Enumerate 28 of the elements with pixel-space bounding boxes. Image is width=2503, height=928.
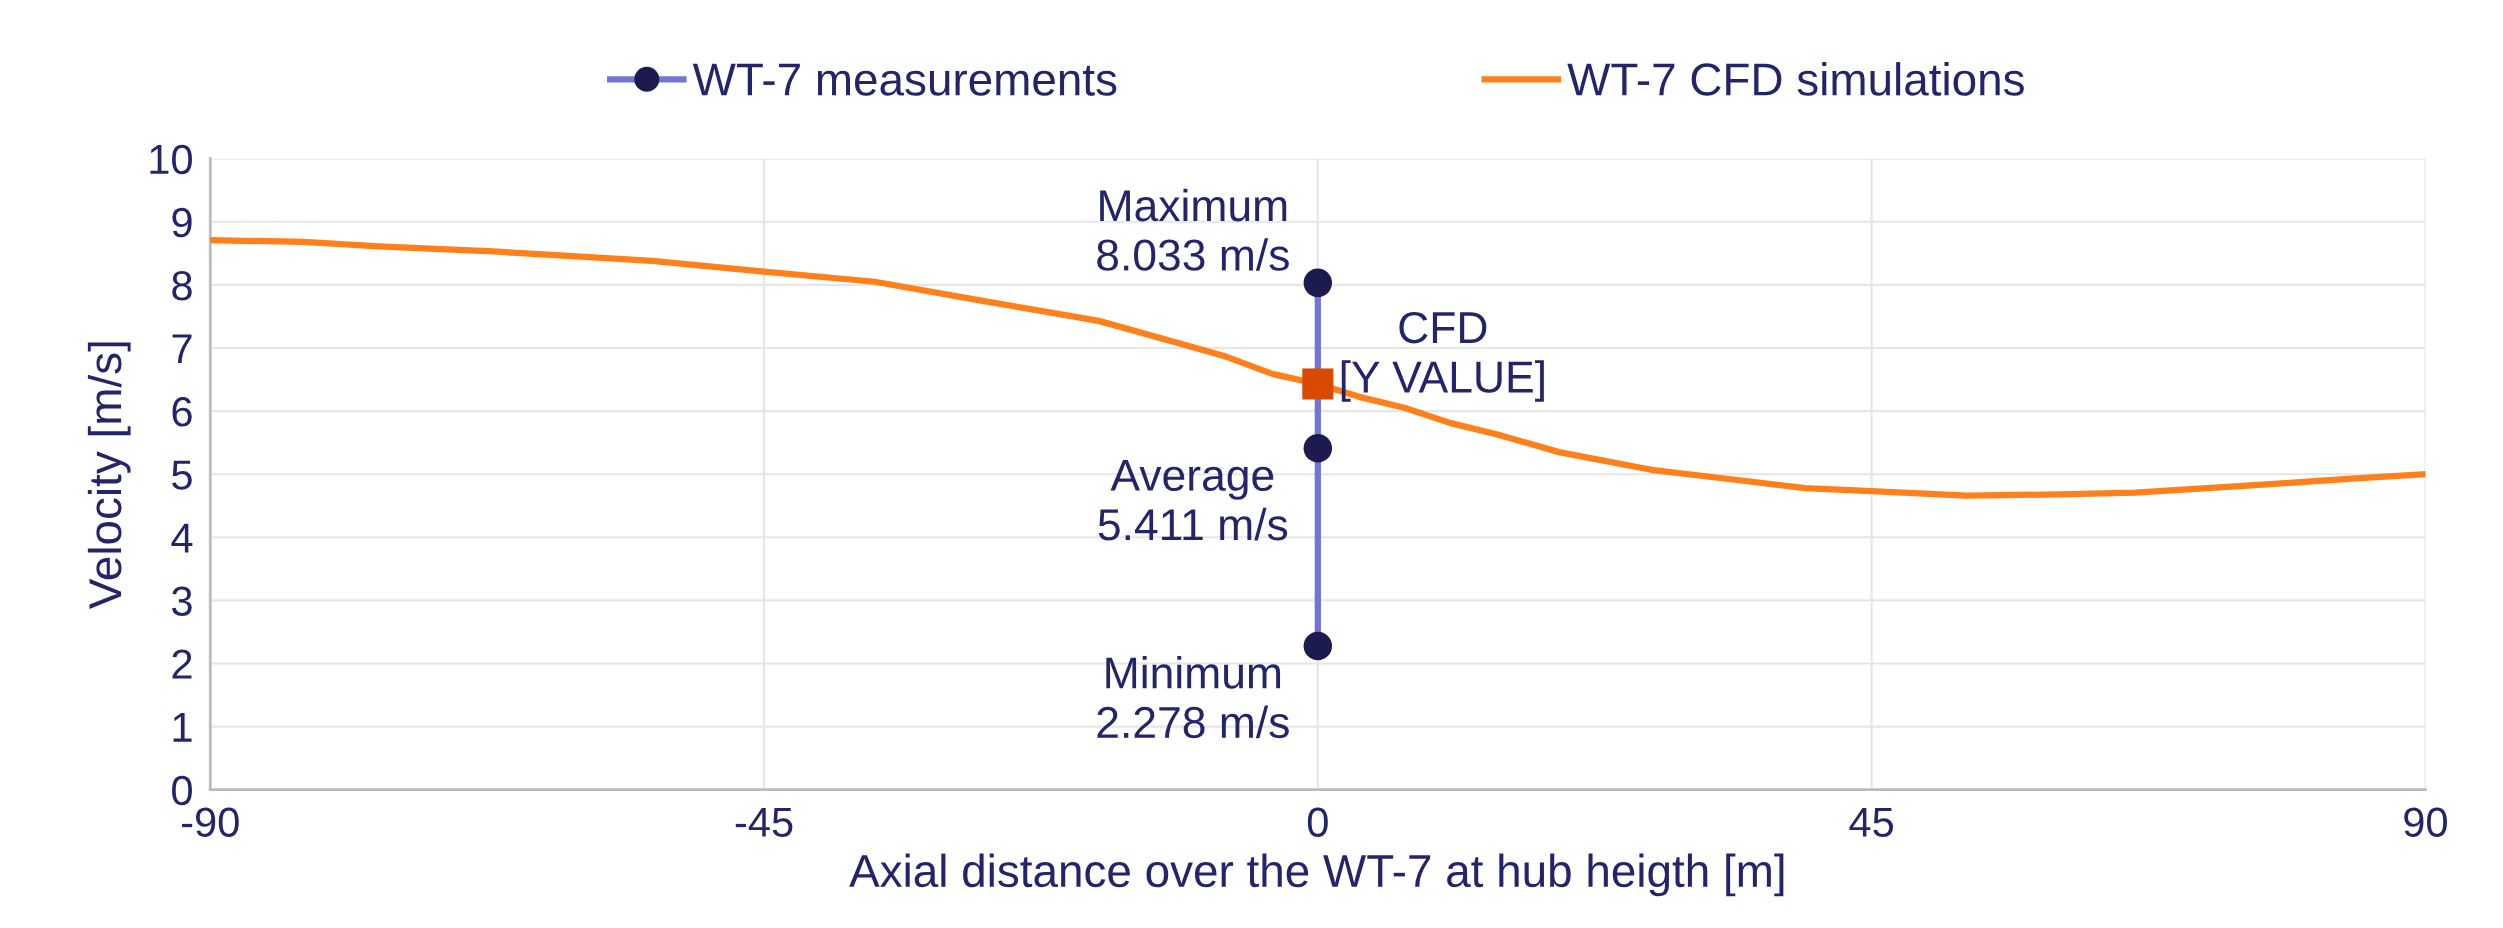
y-tick-label: 2: [172, 649, 192, 679]
data-label: CFD [Y VALUE]: [1341, 311, 1544, 402]
x-tick-label: 0: [1307, 807, 1328, 837]
point: [1303, 268, 1333, 298]
y-tick-label: 4: [171, 523, 193, 553]
y-tick-label: 0: [172, 775, 192, 806]
x-axis-title: Axial distance over the WT-7 at hub heigth [m]: [849, 853, 1784, 897]
y-tick-label: 8: [172, 270, 192, 301]
data-label: Minimum 2.278 m/s: [1097, 656, 1289, 739]
y-tick-label: 7: [172, 334, 192, 364]
y-axis-title: Velocity [m/s]: [87, 342, 131, 609]
y-tick-label: 5: [172, 460, 192, 490]
y-tick-label: 6: [172, 397, 192, 427]
legend-label: WT-7 CFD simulations: [1567, 62, 2024, 96]
x-tick-label: -90: [181, 807, 239, 837]
y-tick-label: 3: [172, 586, 192, 616]
point: [1303, 434, 1333, 463]
x-tick-label: -45: [735, 807, 793, 837]
y-tick-label: 10: [150, 144, 192, 175]
point: [1302, 368, 1334, 400]
x-tick-label: 45: [1849, 807, 1894, 837]
x-tick-label: 90: [2404, 807, 2447, 837]
data-label: Average 5.411 m/s: [1098, 460, 1288, 541]
y-tick-label: 9: [172, 207, 192, 238]
point: [1303, 631, 1333, 661]
data-label: Maximum 8.033 m/s: [1097, 188, 1289, 271]
y-tick-label: 1: [173, 713, 192, 742]
legend-label: WT-7 measurements: [692, 63, 1117, 96]
